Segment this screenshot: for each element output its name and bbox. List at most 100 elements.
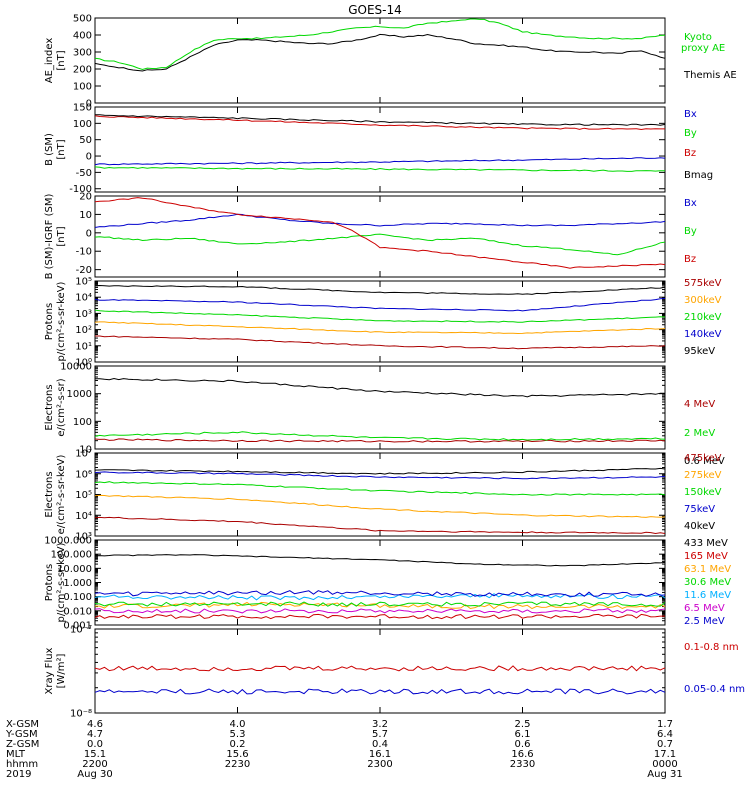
- x-row-label: MLT: [6, 749, 26, 760]
- y-tick-label: 100: [73, 417, 92, 428]
- legend-entry: 63.1 MeV: [684, 564, 731, 575]
- panel-2: -100 -50 0 50 100 150 B (SM) [nT] Bx By Bz Bmag: [44, 103, 713, 196]
- y-axis-label: Protons: [44, 564, 55, 601]
- y-tick-label: 10¹: [75, 341, 92, 352]
- series-line: [94, 471, 666, 480]
- x-row-value: 4.6: [87, 719, 103, 730]
- y-axis-label: Protons: [44, 303, 55, 340]
- x-row-value: 0000: [652, 759, 677, 770]
- x-row-label: Y-GSM: [5, 729, 38, 740]
- panel-frame: [94, 280, 666, 363]
- y-axis-label: Electrons: [44, 471, 55, 517]
- y-axis-label: p/(cm²-s-sr-keV): [56, 542, 67, 622]
- y-tick-label: 100: [73, 82, 92, 93]
- series-line: [94, 284, 666, 295]
- series-line: [94, 481, 666, 496]
- y-tick-label: 0: [86, 228, 92, 239]
- legend-entry: proxy AE: [681, 43, 725, 54]
- panel-3: -20 -10 0 10 20 B (SM)-IGRF (SM) [nT] Bx By Bz: [44, 192, 697, 280]
- x-row-value: 2300: [367, 759, 392, 770]
- panel-8: 10⁻⁸ 10⁻⁷ Xray Flux [W/m²] 0.1-0.8 nm 0.05-0.…: [44, 625, 745, 720]
- figure-title: GOES-14: [348, 3, 402, 17]
- series-line: [94, 213, 666, 228]
- series-line: [94, 33, 666, 72]
- y-tick-label: 500: [73, 14, 92, 25]
- x-row-value: 17.1: [654, 749, 676, 760]
- y-axis-label: e/(cm²-s-sr-keV): [56, 455, 67, 535]
- x-row-value: 5.3: [230, 729, 246, 740]
- legend-entry: Bmag: [684, 170, 713, 181]
- y-tick-label: 300: [73, 48, 92, 59]
- panel-frame: [94, 628, 666, 714]
- y-tick-label: 10: [79, 445, 92, 456]
- series-line: [94, 688, 666, 695]
- panel-4: 10⁰ 10¹ 10² 10³ 10⁴ 10⁵ Protons p/(cm²-s-sr-keV…: [44, 277, 722, 369]
- legend-entry: 95keV: [684, 346, 715, 357]
- legend-entry: 0.6 MeV: [684, 456, 725, 467]
- y-tick-label: 0: [86, 152, 92, 163]
- y-axis-label: [W/m²]: [56, 653, 67, 688]
- series-line: [94, 157, 666, 166]
- y-axis-label: [nT]: [56, 139, 67, 159]
- y-tick-label: 10: [79, 210, 92, 221]
- x-row-value: 2330: [510, 759, 535, 770]
- series-line: [94, 590, 666, 597]
- x-row-value: 0.6: [515, 739, 531, 750]
- series-line: [94, 438, 666, 443]
- legend-entry: Bz: [684, 148, 696, 159]
- series-line: [94, 593, 666, 601]
- series-line: [95, 114, 666, 126]
- series-line: [94, 467, 666, 475]
- x-row-value: Aug 30: [77, 769, 112, 780]
- series-line: [94, 554, 666, 567]
- x-row-value: Aug 31: [647, 769, 682, 780]
- legend-entry: Bx: [684, 198, 697, 209]
- x-row-value: 4.0: [230, 719, 246, 730]
- x-row-value: 0.2: [230, 739, 246, 750]
- y-tick-label: 10⁵: [75, 490, 92, 501]
- legend-entry: 11.6 MeV: [684, 590, 731, 601]
- y-tick-label: 10⁻⁷: [70, 625, 92, 636]
- legend-entry: 30.6 MeV: [684, 577, 731, 588]
- y-tick-label: 20: [79, 192, 92, 203]
- legend-entry: 40keV: [684, 521, 715, 532]
- legend-entry: 0.05-0.4 nm: [684, 684, 745, 695]
- series-line: [94, 601, 666, 607]
- legend-entry: 2 MeV: [684, 428, 715, 439]
- legend-entry: 150keV: [684, 487, 722, 498]
- y-tick-label: 10⁴: [75, 511, 92, 522]
- y-tick-label: 1000.000: [44, 536, 92, 547]
- legend-entry: 433 MeV: [684, 538, 728, 549]
- y-axis-label: p/(cm²-s-sr-keV): [56, 281, 67, 361]
- series-line: [95, 335, 666, 350]
- x-row-value: 0.7: [657, 739, 673, 750]
- series-line: [94, 309, 666, 323]
- x-row-value: 2.5: [515, 719, 531, 730]
- y-tick-label: 10³: [75, 309, 92, 320]
- series-line: [94, 608, 666, 614]
- panel-5: 10 100 1000 10000 Electrons e/(cm²-s-sr) 4 MeV…: [44, 362, 725, 468]
- legend-entry: 0.1-0.8 nm: [684, 642, 739, 653]
- series-line: [94, 297, 666, 312]
- y-axis-label: B (SM): [44, 133, 55, 166]
- panel-6: 10³ 10⁴ 10⁵ 10⁶ 10⁷ Electrons e/(cm²-s-sr-keV)…: [44, 449, 722, 543]
- x-row-label: X-GSM: [6, 719, 39, 730]
- panel-frame: [94, 106, 666, 193]
- panel-7: 0.001 0.010 0.100 1.000 10.000 100.000 1000.00…: [44, 536, 731, 632]
- legend-entry: 210keV: [684, 312, 722, 323]
- y-tick-label: 10²: [75, 325, 92, 336]
- y-tick-label: 50: [79, 135, 92, 146]
- x-row-label: 2019: [6, 769, 31, 780]
- y-tick-label: 10⁻⁸: [70, 709, 92, 720]
- y-axis-label: Xray Flux: [44, 647, 55, 694]
- legend-entry: 75keV: [684, 504, 715, 515]
- y-tick-label: 0.001: [63, 621, 92, 632]
- x-row-value: 16.1: [369, 749, 391, 760]
- x-axis-table: X-GSM 4.6 4.0 3.2 2.5 1.7 Y-GSM 4.7 5.3 5.7 6.1 6.4…: [5, 719, 683, 780]
- y-axis-label: [nT]: [56, 50, 67, 70]
- x-row-value: 1.7: [657, 719, 673, 730]
- x-row-value: 2230: [225, 759, 250, 770]
- y-axis-label: [nT]: [56, 226, 67, 246]
